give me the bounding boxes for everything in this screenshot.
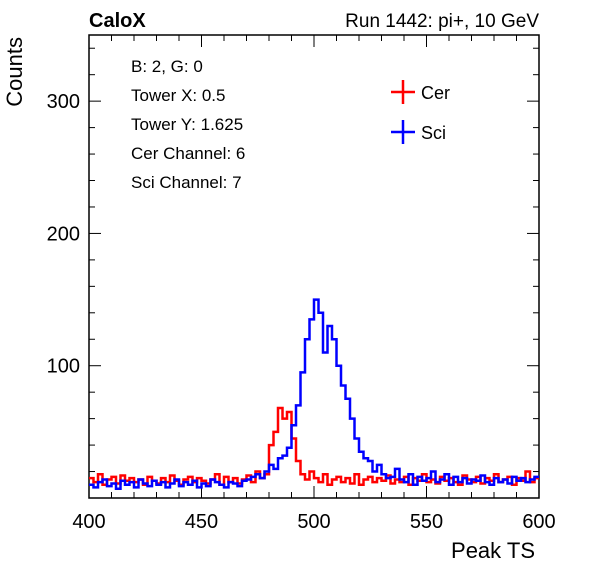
axes: 400 450 500 550 600 100 200 300 [47, 35, 556, 533]
x-tick-label: 500 [297, 511, 330, 533]
x-axis-label: Peak TS [451, 538, 535, 563]
info-line-1: B: 2, G: 0 [131, 57, 203, 76]
y-axis-label: Counts [2, 37, 27, 107]
legend-marker-sci [391, 120, 415, 144]
x-tick-label: 550 [410, 511, 443, 533]
x-tick-label: 600 [522, 511, 555, 533]
series-line-cer [89, 406, 539, 487]
info-line-4: Cer Channel: 6 [131, 144, 245, 163]
series-layer [89, 298, 539, 490]
legend-marker-cer [391, 80, 415, 104]
info-line-5: Sci Channel: 7 [131, 173, 242, 192]
legend: Cer Sci [391, 80, 450, 144]
legend-label-sci: Sci [421, 123, 446, 143]
x-tick-label: 400 [72, 511, 105, 533]
y-tick-label: 300 [47, 91, 80, 113]
info-line-2: Tower X: 0.5 [131, 86, 226, 105]
series-line-sci [89, 298, 539, 490]
info-line-3: Tower Y: 1.625 [131, 115, 243, 134]
legend-label-cer: Cer [421, 83, 450, 103]
y-tick-label: 200 [47, 223, 80, 245]
chart-left-title: CaloX [89, 10, 146, 32]
x-tick-label: 450 [185, 511, 218, 533]
info-box: B: 2, G: 0 Tower X: 0.5 Tower Y: 1.625 C… [131, 57, 245, 192]
chart-right-title: Run 1442: pi+, 10 GeV [345, 11, 539, 32]
y-tick-label: 100 [47, 356, 80, 378]
